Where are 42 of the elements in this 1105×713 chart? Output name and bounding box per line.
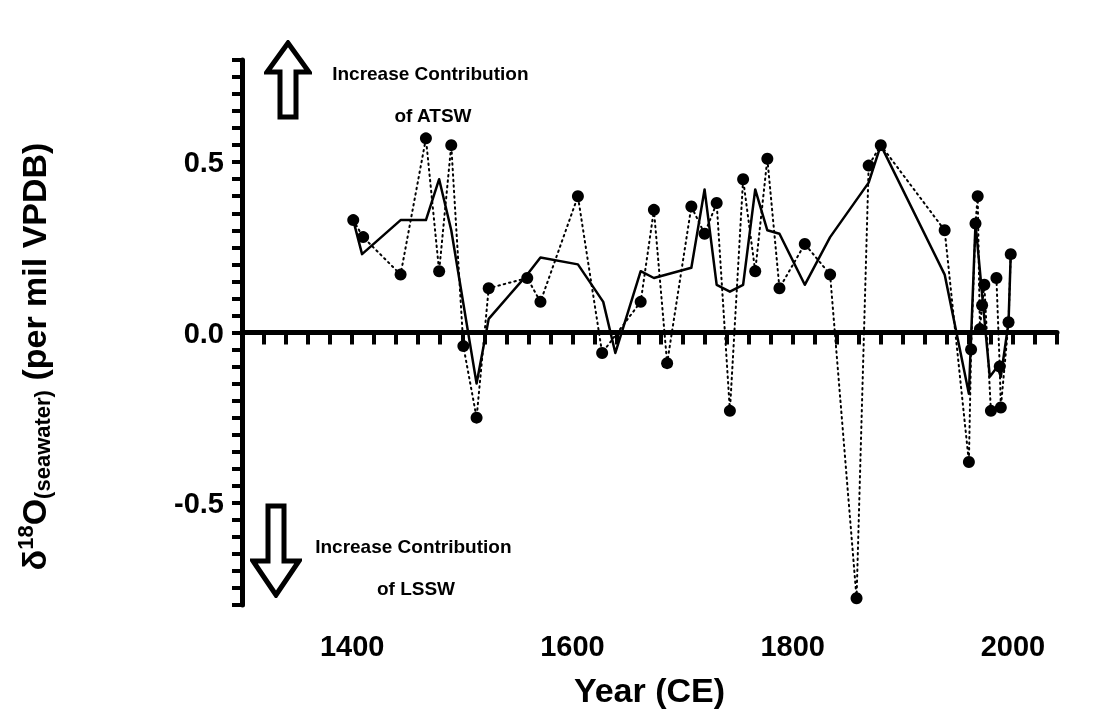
- point: [445, 139, 458, 152]
- annotation: Increase Contribution of ATSW: [332, 62, 534, 126]
- annotation: Increase Contribution of LSSW: [315, 535, 517, 599]
- point: [990, 272, 1003, 284]
- point: [661, 357, 674, 370]
- point: [984, 404, 997, 417]
- point: [534, 295, 547, 308]
- point: [994, 401, 1007, 414]
- point: [761, 152, 774, 165]
- y-tick-label: 0.5: [183, 146, 224, 179]
- point: [419, 132, 432, 145]
- point: [962, 455, 975, 468]
- point: [723, 404, 736, 417]
- y-tick-label: 0.0: [183, 316, 224, 349]
- point: [737, 173, 750, 186]
- point: [685, 200, 698, 213]
- point: [749, 265, 762, 278]
- x-axis-title: Year (CE): [573, 671, 726, 709]
- y-tick-label: -0.5: [174, 486, 224, 519]
- point: [971, 190, 984, 203]
- x-tick-label: 1600: [540, 629, 605, 662]
- y-axis-title: δ18O(seawater) (per mil VPDB): [12, 142, 55, 571]
- point: [470, 411, 483, 424]
- point: [394, 268, 407, 281]
- point: [634, 295, 647, 308]
- point: [824, 268, 837, 281]
- x-tick-label: 2000: [980, 629, 1046, 662]
- point: [798, 237, 811, 250]
- x-tick-label: 1400: [319, 629, 385, 662]
- x-tick-label: 1800: [760, 629, 825, 662]
- point: [938, 224, 951, 237]
- point: [457, 340, 470, 353]
- point: [850, 592, 863, 605]
- point: [647, 203, 660, 216]
- point: [596, 346, 609, 359]
- point: [433, 265, 446, 278]
- point: [357, 231, 370, 244]
- point: [482, 282, 495, 295]
- point: [571, 190, 584, 203]
- point: [698, 227, 711, 240]
- point: [710, 197, 723, 210]
- point: [773, 282, 786, 295]
